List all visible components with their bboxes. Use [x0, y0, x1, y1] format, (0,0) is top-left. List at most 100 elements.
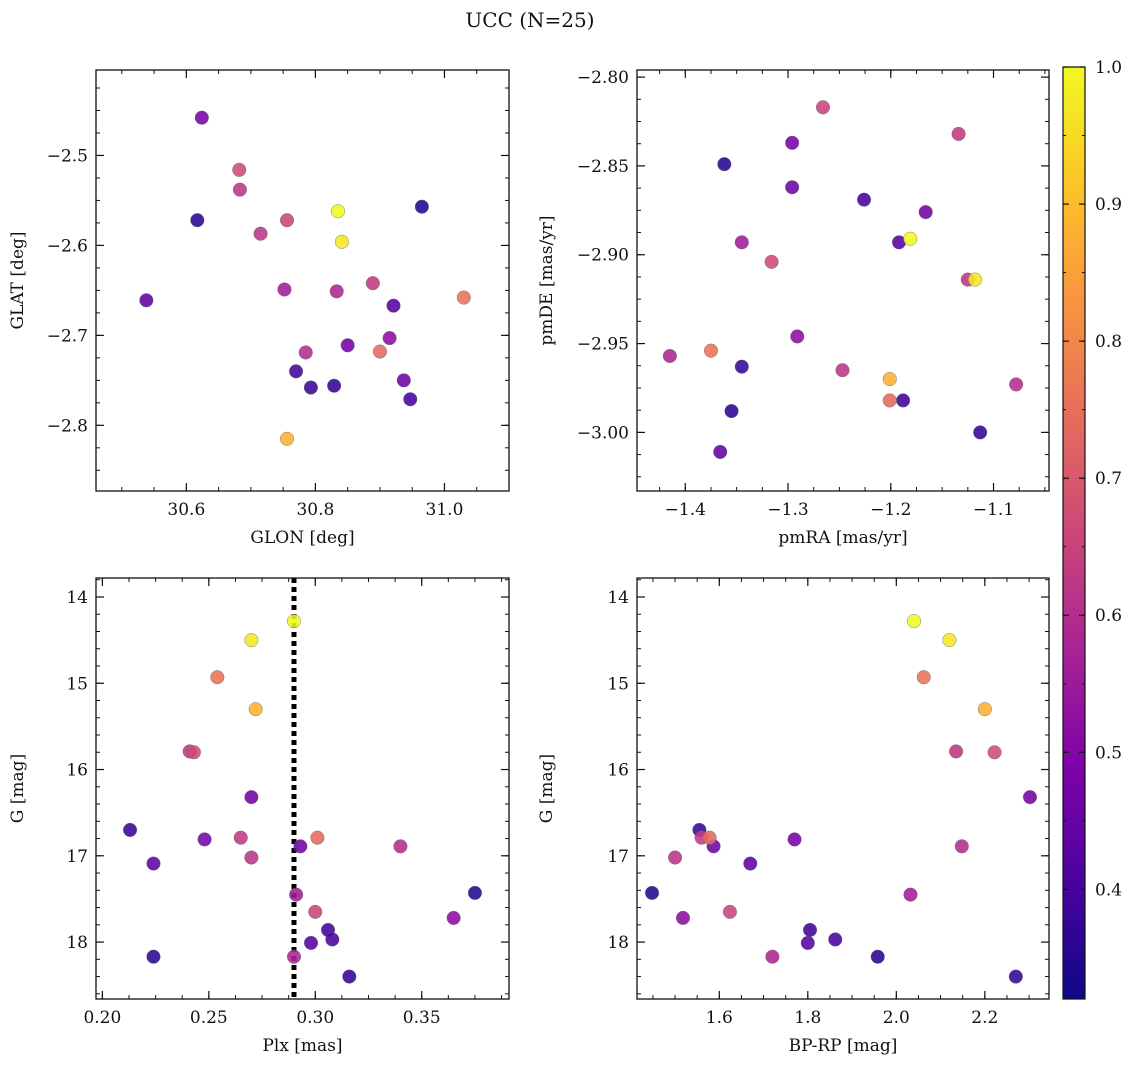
data-point [386, 298, 401, 313]
y-tick-label: 14 [66, 588, 88, 608]
x-axis-label: GLON [deg] [250, 528, 354, 548]
data-point [916, 670, 931, 685]
data-point [743, 856, 758, 871]
data-point [724, 404, 739, 419]
data-point [365, 276, 380, 291]
x-tick-label: −1.3 [767, 500, 808, 520]
y-tick-label: 15 [607, 674, 629, 694]
data-point [828, 932, 843, 947]
data-point [803, 922, 818, 937]
axes-frame [95, 577, 510, 1000]
data-point [393, 839, 408, 854]
data-point [190, 213, 205, 228]
data-point [882, 393, 897, 408]
figure-title: UCC (N=25) [465, 8, 594, 32]
data-point [968, 272, 983, 287]
colorbar-tick-label: 0.9 [1095, 195, 1122, 215]
y-tick-label: 18 [66, 933, 88, 953]
data-point [286, 614, 301, 629]
y-tick-label: 17 [66, 847, 88, 867]
panel-pm: −1.4 −1.3 −1.2 −1.1 −2.80 −2.85 −2.90 −2.95 −3.0… [537, 68, 1050, 548]
axes-frame [95, 69, 510, 492]
data-point [194, 110, 209, 125]
y-axis-label: GLAT [deg] [8, 231, 28, 329]
plot-area [123, 578, 482, 999]
x-tick-label: 0.25 [190, 1008, 228, 1028]
data-point [668, 850, 683, 865]
y-tick-label: −2.95 [577, 335, 629, 355]
data-point [973, 425, 988, 440]
data-point [645, 885, 660, 900]
data-point [702, 830, 717, 845]
data-point [903, 231, 918, 246]
data-point [1008, 969, 1023, 984]
colorbar: 0.4 0.5 0.6 0.7 0.8 0.9 1.0 [1062, 58, 1122, 1000]
x-tick-label: −1.1 [973, 500, 1014, 520]
data-point [298, 345, 313, 360]
data-point [244, 790, 259, 805]
data-point [800, 935, 815, 950]
data-point [662, 348, 677, 363]
data-point [146, 949, 161, 964]
x-tick-label: −1.2 [870, 500, 911, 520]
data-point [244, 633, 259, 648]
minor-ticks [96, 70, 510, 491]
y-tick-label: 16 [66, 761, 88, 781]
data-point [722, 904, 737, 919]
data-point [396, 373, 411, 388]
y-tick-label: 14 [607, 588, 629, 608]
data-point [277, 282, 292, 297]
x-tick-label: 2.2 [971, 1008, 998, 1028]
data-point [764, 254, 779, 269]
data-point [382, 331, 397, 346]
y-tick-label: −2.85 [577, 157, 629, 177]
data-point [717, 157, 732, 172]
data-point [785, 180, 800, 195]
data-point [329, 284, 344, 299]
data-point [232, 162, 247, 177]
data-point [289, 364, 304, 379]
data-point [787, 832, 802, 847]
x-tick-label: 0.20 [83, 1008, 121, 1028]
data-point [248, 702, 263, 717]
x-tick-label: 2.0 [883, 1008, 910, 1028]
data-point [233, 830, 248, 845]
data-point [325, 932, 340, 947]
x-axis-label: BP-RP [mag] [789, 1036, 898, 1056]
data-point [734, 359, 749, 374]
data-point [857, 192, 872, 207]
x-tick-label: 1.6 [706, 1008, 733, 1028]
data-point [1009, 377, 1024, 392]
data-point [342, 969, 357, 984]
data-point [289, 887, 304, 902]
data-point [903, 887, 918, 902]
panel-cmd: 1.6 1.8 2.0 2.2 14 15 16 17 18 BP-RP [mag] G [mag] [537, 577, 1050, 1056]
data-point [835, 363, 850, 378]
x-tick-label: 31.0 [426, 500, 464, 520]
data-point [139, 293, 154, 308]
data-point [327, 378, 342, 393]
data-point [308, 904, 323, 919]
data-point [304, 935, 319, 950]
data-point [286, 949, 301, 964]
data-point [713, 444, 728, 459]
x-tick-label: 1.8 [794, 1008, 821, 1028]
y-tick-label: −2.5 [47, 146, 88, 166]
colorbar-tick-label: 1.0 [1095, 58, 1122, 78]
x-tick-label: 30.6 [167, 500, 205, 520]
plot-area [645, 614, 1037, 984]
data-point [467, 885, 482, 900]
y-axis-label: pmDE [mas/yr] [537, 215, 557, 345]
colorbar-tick-label: 0.8 [1095, 332, 1122, 352]
data-point [293, 839, 308, 854]
data-point [334, 234, 349, 249]
x-axis-label: pmRA [mas/yr] [778, 528, 907, 548]
minor-ticks [637, 70, 1049, 491]
data-point [414, 199, 429, 214]
data-point [210, 670, 225, 685]
data-point [954, 839, 969, 854]
y-tick-label: 17 [607, 847, 629, 867]
data-point [951, 126, 966, 141]
data-point [123, 822, 138, 837]
